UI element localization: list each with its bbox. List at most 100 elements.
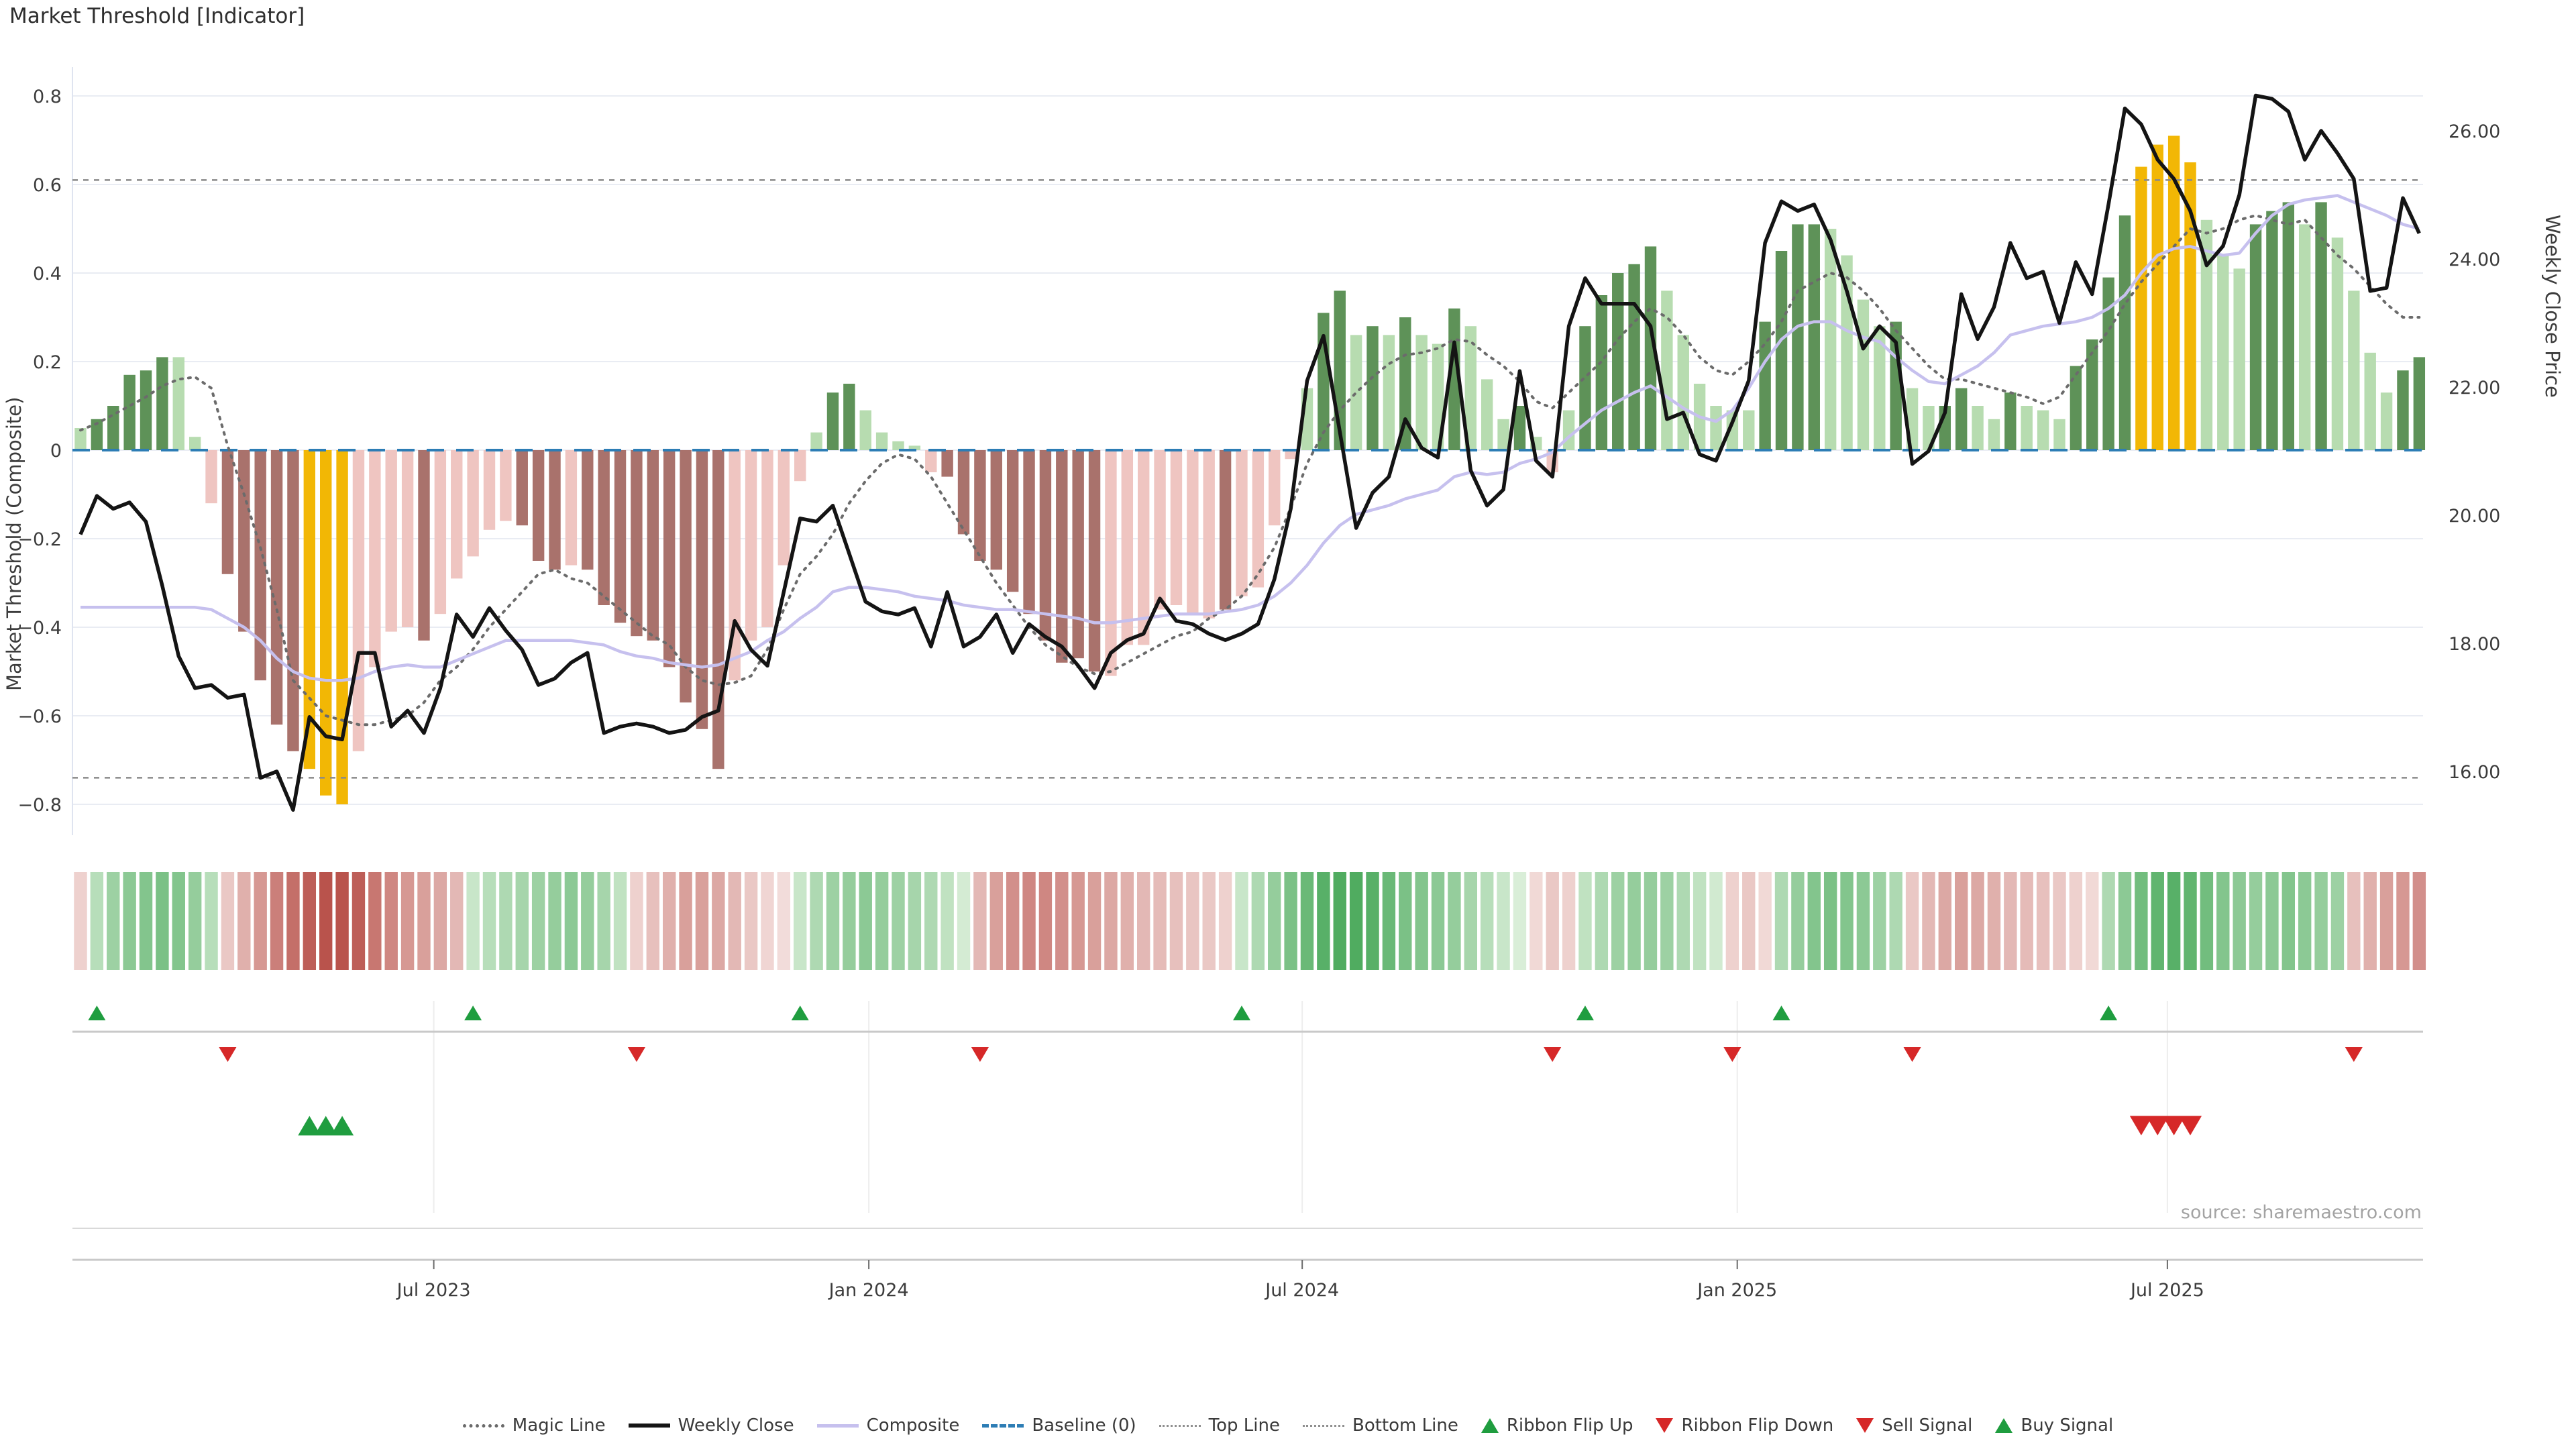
threshold-bar bbox=[2413, 357, 2426, 450]
threshold-bar bbox=[270, 450, 283, 725]
ribbon-flip-up-marker bbox=[2100, 1005, 2118, 1021]
ribbon-cell bbox=[74, 872, 87, 970]
ribbon-cell bbox=[1317, 872, 1330, 970]
ribbon-cell bbox=[2216, 872, 2230, 970]
ribbon-cell bbox=[1725, 872, 1739, 970]
ribbon-cell bbox=[1774, 872, 1788, 970]
legend-item-ribbon-flip-up: Ribbon Flip Up bbox=[1481, 1415, 1633, 1436]
ribbon-cell bbox=[2036, 872, 2050, 970]
baseline-icon bbox=[982, 1424, 1024, 1428]
magic-line bbox=[79, 214, 2421, 727]
legend-item-magic-line: Magic Line bbox=[462, 1415, 606, 1436]
legend-label: Sell Signal bbox=[1882, 1415, 1973, 1436]
ribbon-cell bbox=[188, 872, 202, 970]
legend-item-top-line: Top Line bbox=[1159, 1415, 1280, 1436]
buy-signal-marker bbox=[314, 1116, 337, 1136]
ribbon-cell bbox=[1268, 872, 1281, 970]
threshold-bar bbox=[1121, 450, 1134, 645]
ribbon-cell bbox=[417, 872, 431, 970]
threshold-bar bbox=[1513, 406, 1526, 450]
threshold-bar bbox=[957, 450, 970, 535]
threshold-bar bbox=[500, 450, 512, 521]
sell-signal-marker bbox=[2129, 1116, 2153, 1136]
bottom-line-icon bbox=[1303, 1424, 1344, 1427]
ribbon-cell bbox=[1202, 872, 1216, 970]
ribbon-cell bbox=[1562, 872, 1576, 970]
threshold-bar bbox=[2249, 224, 2262, 450]
ribbon-cell bbox=[1022, 872, 1036, 970]
ribbon-cell bbox=[875, 872, 889, 970]
threshold-bar bbox=[745, 450, 757, 641]
ribbon-cell bbox=[107, 872, 120, 970]
ribbon-cell bbox=[2200, 872, 2214, 970]
ribbon-cell bbox=[2396, 872, 2410, 970]
threshold-bar bbox=[614, 450, 627, 623]
ribbon-cell bbox=[433, 872, 447, 970]
ribbon-cell bbox=[1399, 872, 1412, 970]
ribbon-cell bbox=[237, 872, 251, 970]
y-right-tick: 18.00 bbox=[2449, 634, 2500, 655]
ribbon-flip-down-marker bbox=[1544, 1046, 1562, 1063]
threshold-bar bbox=[1612, 273, 1624, 450]
threshold-bar bbox=[696, 450, 708, 729]
ribbon-cell bbox=[1087, 872, 1102, 970]
ribbon-cell bbox=[908, 872, 922, 970]
ribbon-cell bbox=[1415, 872, 1428, 970]
threshold-bar bbox=[418, 450, 430, 641]
ribbon-flip-down-marker bbox=[1723, 1046, 1741, 1063]
threshold-bar bbox=[2348, 290, 2360, 450]
ribbon-cell bbox=[2069, 872, 2083, 970]
ribbon-cell bbox=[826, 872, 840, 970]
threshold-bar bbox=[1203, 450, 1215, 619]
ribbon-cell bbox=[1644, 872, 1658, 970]
legend-item-composite: Composite bbox=[816, 1415, 959, 1436]
ribbon-cell bbox=[2314, 872, 2328, 970]
ribbon-cell bbox=[1349, 872, 1363, 970]
ribbon-cell bbox=[1235, 872, 1248, 970]
ribbon-cell bbox=[1922, 872, 1935, 970]
threshold-bar bbox=[1562, 410, 1575, 450]
ribbon-cell bbox=[1284, 872, 1297, 970]
threshold-bar bbox=[1743, 410, 1755, 450]
threshold-bar bbox=[483, 450, 496, 530]
threshold-bar bbox=[908, 445, 921, 450]
ribbon-cell bbox=[859, 872, 872, 970]
threshold-bar bbox=[2070, 366, 2082, 450]
ribbon-cell bbox=[1823, 872, 1837, 970]
ribbon-cell bbox=[1038, 872, 1053, 970]
source-note: source: sharemaestro.com bbox=[2180, 1202, 2422, 1223]
ribbon-cell bbox=[2086, 872, 2099, 970]
threshold-bar bbox=[2200, 219, 2213, 450]
magic-line-icon bbox=[462, 1424, 504, 1428]
x-tick-label: Jul 2024 bbox=[1264, 1280, 1339, 1301]
threshold-bar bbox=[712, 450, 724, 769]
legend-label: Buy Signal bbox=[2021, 1415, 2114, 1436]
threshold-bar bbox=[1399, 317, 1411, 450]
threshold-bar bbox=[1792, 224, 1804, 450]
ribbon-cell bbox=[1873, 872, 1886, 970]
threshold-bar bbox=[826, 392, 839, 450]
ribbon-cell bbox=[1071, 872, 1085, 970]
weekly-close-line bbox=[78, 93, 2421, 812]
ribbon-cell bbox=[581, 872, 594, 970]
buy-signal-icon bbox=[1995, 1418, 2013, 1433]
signal-markers bbox=[88, 1005, 2363, 1136]
threshold-bar bbox=[205, 450, 217, 504]
threshold-bar bbox=[859, 410, 871, 450]
threshold-bar bbox=[1170, 450, 1183, 605]
ribbon-cell bbox=[1431, 872, 1445, 970]
ribbon-flip-up-marker bbox=[1232, 1005, 1250, 1021]
threshold-bar bbox=[1923, 406, 1935, 450]
ribbon-cell bbox=[1153, 872, 1167, 970]
legend-label: Baseline (0) bbox=[1032, 1415, 1136, 1436]
x-tick-label: Jul 2023 bbox=[396, 1280, 471, 1301]
threshold-bar bbox=[2102, 277, 2114, 450]
threshold-bar bbox=[1595, 295, 1608, 450]
ribbon-cell bbox=[662, 872, 676, 970]
threshold-bar bbox=[1269, 450, 1281, 526]
x-tick-label: Jul 2025 bbox=[2129, 1280, 2204, 1301]
y-left-tick: 0.4 bbox=[33, 264, 62, 284]
ribbon-cell bbox=[2412, 872, 2426, 970]
threshold-bar bbox=[1138, 450, 1150, 645]
ribbon-cell bbox=[2102, 872, 2115, 970]
